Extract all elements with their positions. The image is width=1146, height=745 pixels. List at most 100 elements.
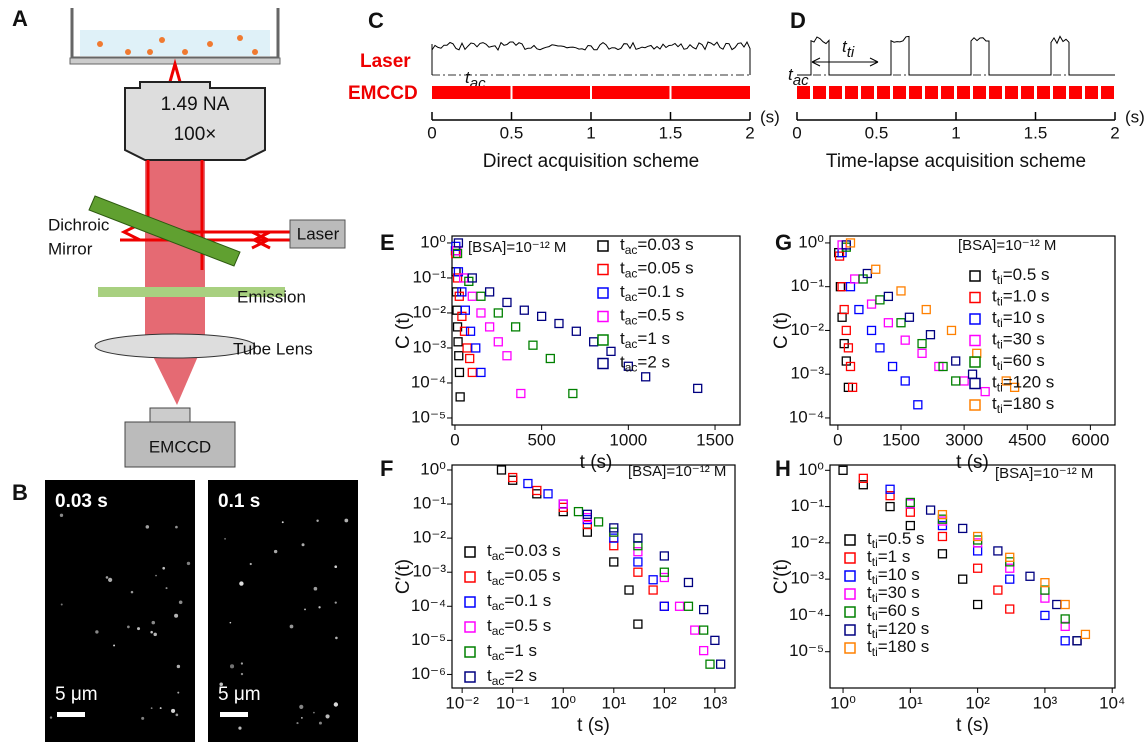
- legend-marker: [464, 671, 476, 683]
- objective-mag: 100×: [174, 124, 217, 145]
- scale-bar: [57, 712, 85, 717]
- marker: [659, 551, 669, 561]
- micrograph: [45, 480, 195, 742]
- plot-frame: [451, 235, 741, 426]
- marker: [465, 353, 475, 364]
- marker: [659, 567, 669, 577]
- marker: [536, 311, 547, 322]
- spot: [59, 513, 64, 518]
- scale-label: 5 μm: [218, 684, 261, 705]
- marker: [710, 635, 720, 646]
- legend-label: tac=0.03 s: [620, 235, 694, 257]
- marker: [465, 326, 476, 336]
- exposure-bar: [813, 86, 826, 99]
- marker: [871, 264, 881, 274]
- marker: [699, 645, 709, 656]
- camera-label: EMCCD: [149, 437, 211, 456]
- tick-label: 1: [586, 123, 595, 142]
- exposure-bar: [893, 86, 906, 99]
- marker: [917, 348, 927, 358]
- spot: [229, 621, 232, 624]
- marker: [699, 604, 709, 615]
- legend-marker: [464, 571, 476, 583]
- marker: [502, 297, 512, 308]
- spot: [344, 518, 349, 523]
- x-tick-label: 1500: [882, 430, 920, 449]
- marker: [896, 318, 906, 328]
- x-tick-label: 1000: [609, 430, 647, 449]
- marker: [459, 326, 470, 336]
- panel-label: G: [775, 230, 792, 255]
- marker: [648, 575, 658, 585]
- marker: [946, 325, 957, 336]
- y-tick-label: 10⁻²: [412, 528, 446, 547]
- legend-label: tac=0.03 s: [487, 541, 561, 563]
- spot: [175, 713, 179, 717]
- spot: [175, 525, 178, 529]
- marker: [883, 318, 894, 328]
- marker: [460, 305, 471, 315]
- spot: [130, 590, 134, 594]
- legend-marker: [597, 287, 609, 299]
- exposure-bar: [1053, 86, 1066, 99]
- marker: [493, 308, 503, 318]
- legend-label: tti=120 s: [992, 373, 1054, 395]
- legend-label: tti=180 s: [867, 637, 929, 659]
- chart: H 10⁰ 10¹ 10² 10³ 10⁴ 10⁰ 10⁻¹ 10⁻² 10⁻³ 10⁻⁴ 10⁻⁵ t…: [771, 456, 1125, 736]
- legend-label: tac=0.05 s: [620, 259, 694, 281]
- panel-label: D: [790, 8, 806, 33]
- exposure-bar: [973, 86, 986, 99]
- panel-label: B: [12, 480, 28, 505]
- exposure-bar: [941, 86, 954, 99]
- marker: [887, 361, 898, 372]
- spot: [165, 587, 168, 590]
- spot: [318, 606, 321, 609]
- micrograph: [208, 480, 358, 742]
- x-tick-label: 10³: [1033, 693, 1058, 712]
- exposure-bar: [1069, 86, 1082, 99]
- spot: [178, 600, 183, 605]
- panel-label: F: [380, 456, 393, 481]
- chart: E 0 500 1000 1500 10⁰ 10⁻¹ 10⁻² 10⁻³ 10⁻⁴ 10⁻⁵ t (s…: [380, 230, 741, 473]
- legend-label: tti=1.0 s: [992, 287, 1050, 309]
- marker: [1005, 552, 1015, 562]
- spot: [151, 620, 156, 625]
- exposure-bar: [1085, 86, 1098, 99]
- x-tick-label: 10⁻¹: [496, 693, 530, 712]
- spot: [60, 603, 63, 606]
- marker: [993, 585, 1003, 595]
- marker: [1060, 599, 1070, 610]
- legend-label: tti=120 s: [867, 619, 929, 641]
- spot: [145, 525, 150, 529]
- spot: [299, 704, 304, 709]
- marker: [1005, 604, 1015, 614]
- legend-marker: [844, 624, 856, 636]
- marker: [633, 533, 643, 543]
- marker: [905, 520, 915, 531]
- y-tick-label: 10⁻⁴: [789, 407, 824, 426]
- marker: [1060, 636, 1070, 646]
- marker: [1025, 571, 1035, 581]
- laser-trace: [797, 35, 1115, 76]
- legend-marker: [597, 310, 609, 323]
- x-tick-label: 10³: [703, 693, 728, 712]
- marker: [921, 304, 931, 315]
- marker: [648, 585, 658, 595]
- marker: [476, 308, 486, 318]
- marker: [896, 286, 906, 296]
- marker: [543, 489, 553, 499]
- scale-label: 5 μm: [55, 684, 98, 705]
- laser-label: Laser: [297, 224, 340, 243]
- plot-frame: [451, 464, 736, 689]
- marker: [554, 318, 564, 329]
- arrow: [251, 230, 272, 250]
- legend-marker: [969, 377, 981, 390]
- marker: [683, 601, 694, 611]
- laser-trace: [431, 41, 751, 75]
- marker: [841, 325, 851, 336]
- spot: [113, 644, 116, 647]
- legend-marker: [844, 570, 856, 582]
- legend-marker: [844, 606, 856, 618]
- emission-filter: [98, 287, 285, 297]
- marker: [972, 599, 983, 610]
